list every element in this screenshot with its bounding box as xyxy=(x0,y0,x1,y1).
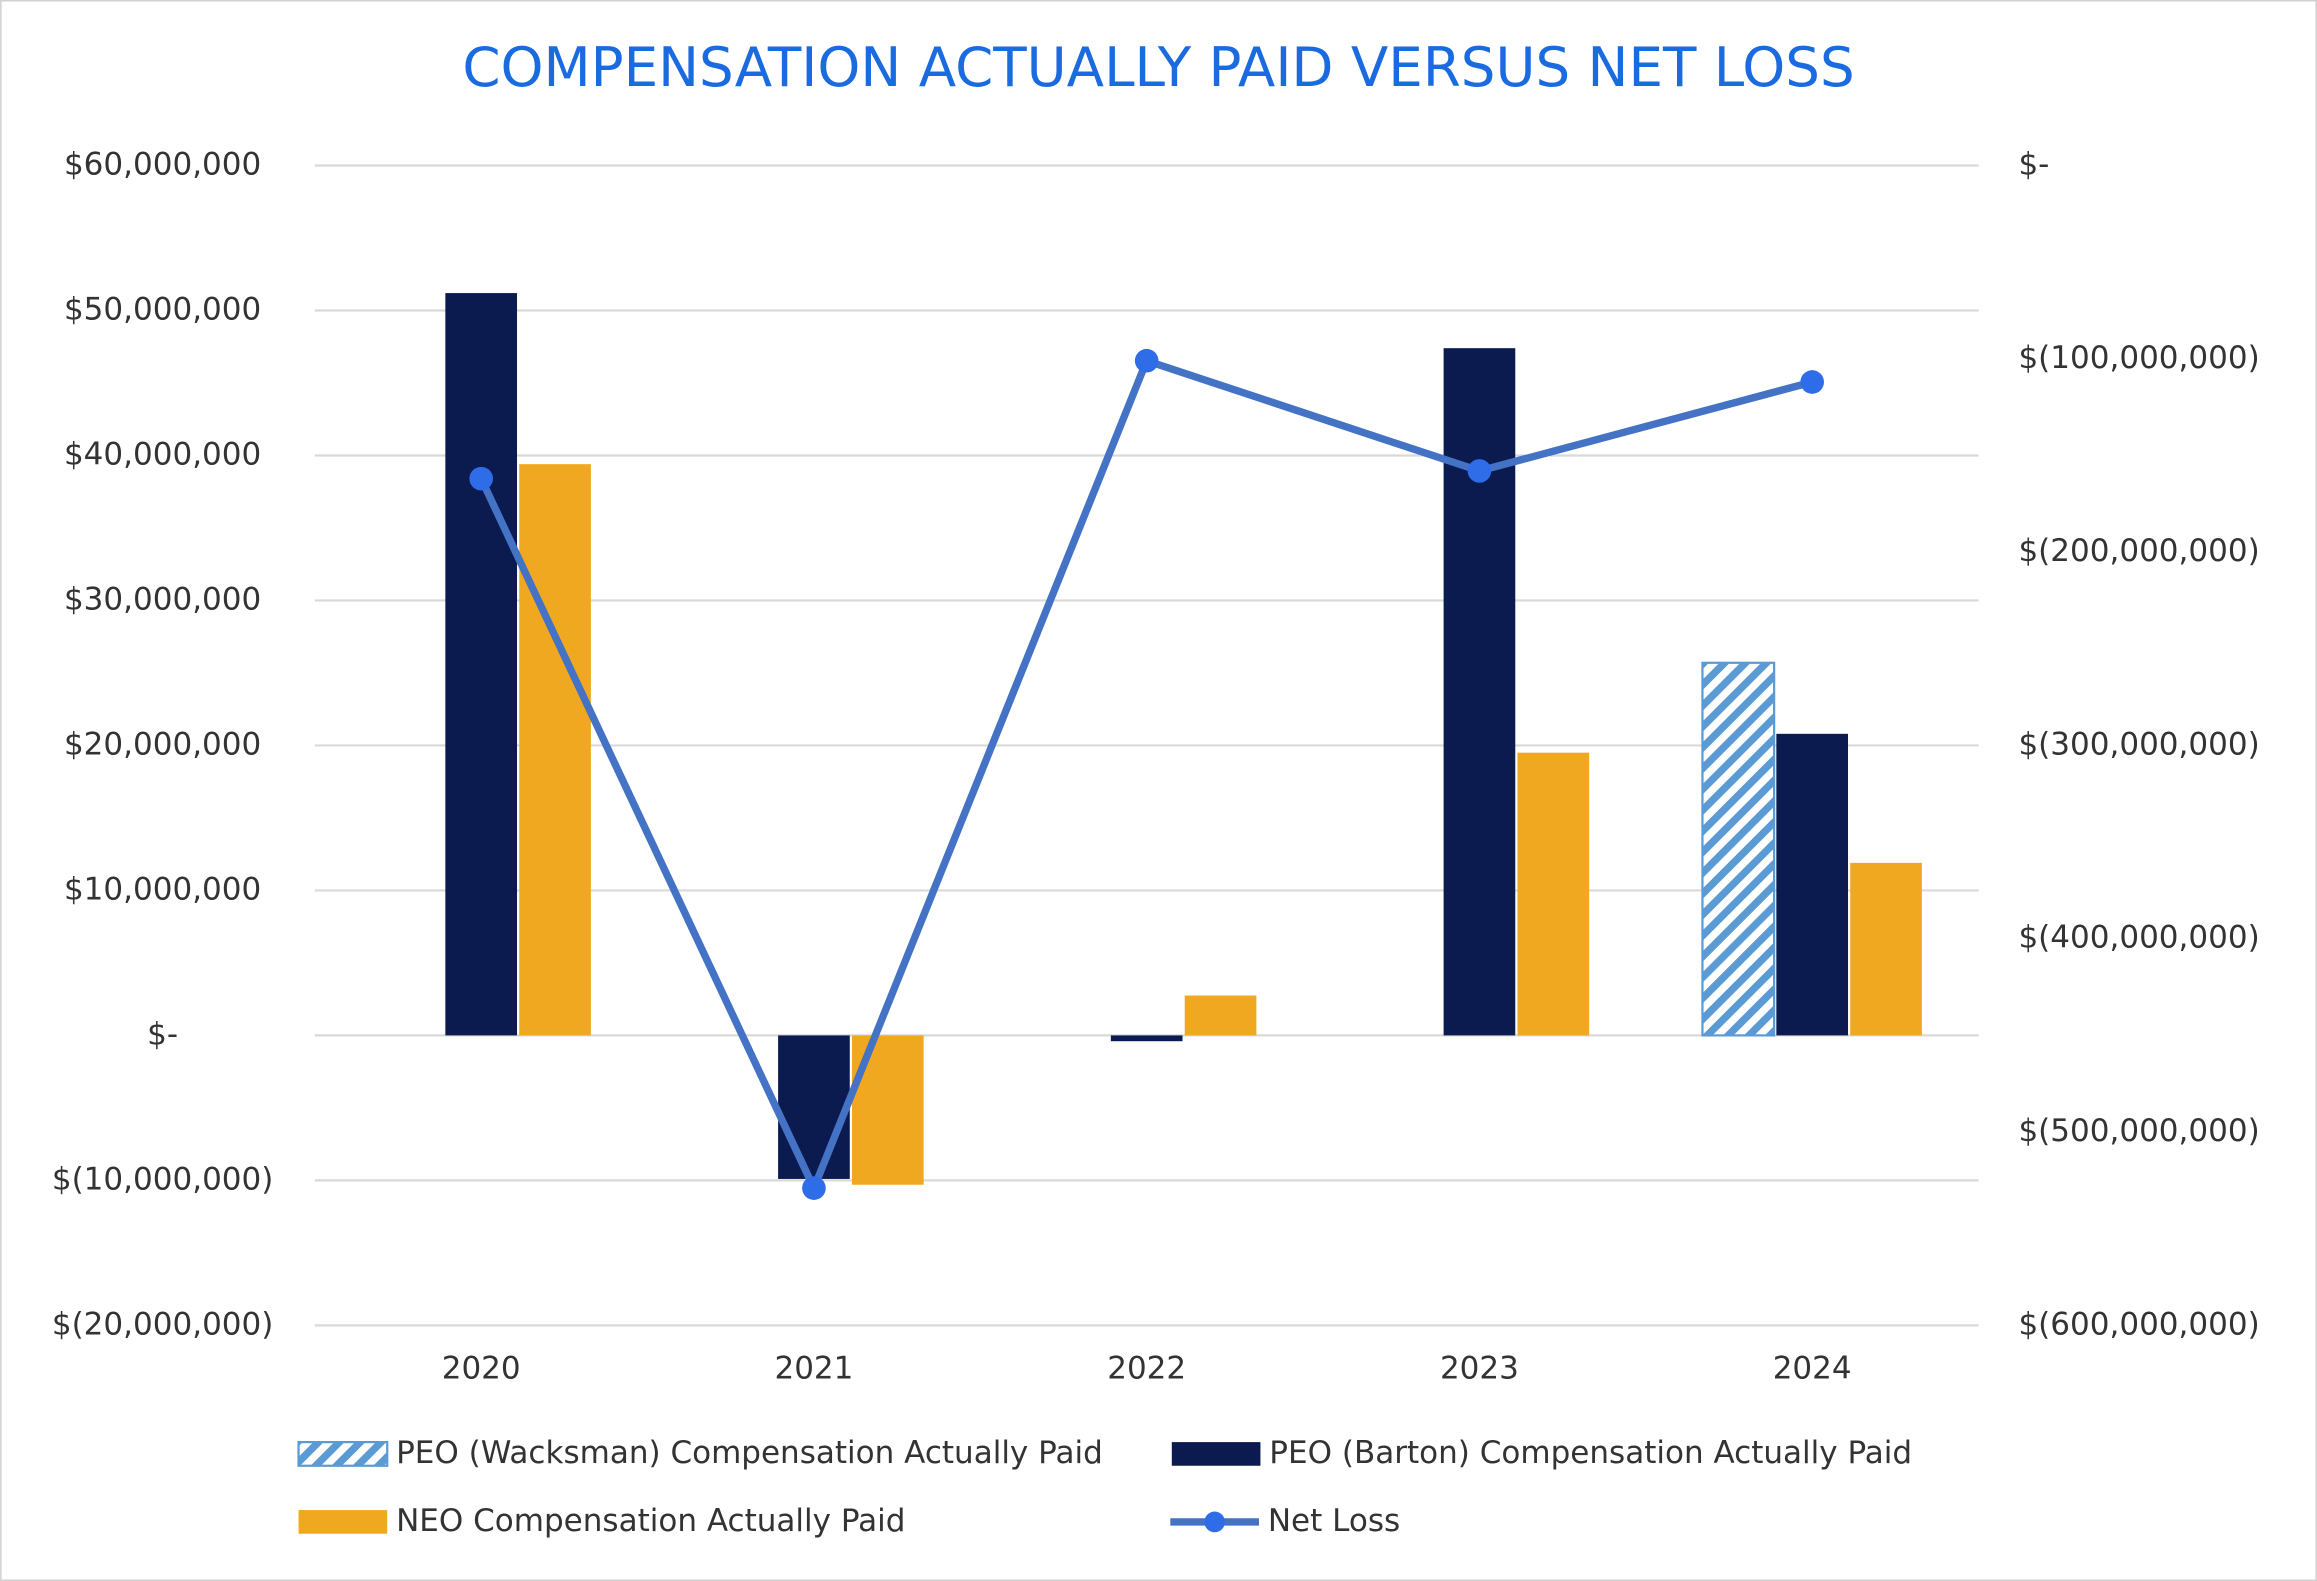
x-tick-label: 2022 xyxy=(1107,1351,1186,1387)
y-tick-label: $(10,000,000) xyxy=(52,1161,274,1197)
y-tick-label: $30,000,000 xyxy=(64,581,261,617)
y-tick-label: $- xyxy=(147,1016,178,1052)
legend-label: PEO (Barton) Compensation Actually Paid xyxy=(1269,1435,1912,1471)
y2-tick-label: $(200,000,000) xyxy=(2018,533,2259,569)
y-tick-label: $40,000,000 xyxy=(64,436,261,472)
bar xyxy=(1776,733,1849,1036)
line-marker xyxy=(1800,370,1824,394)
legend-label: NEO Compensation Actually Paid xyxy=(396,1503,905,1539)
legend-swatch xyxy=(1171,1442,1261,1466)
y2-tick-label: $(600,000,000) xyxy=(2018,1306,2259,1342)
legend-label: PEO (Wacksman) Compensation Actually Pai… xyxy=(396,1435,1103,1471)
bar xyxy=(1184,995,1257,1036)
y2-tick-label: $(100,000,000) xyxy=(2018,340,2259,376)
legend-swatch xyxy=(297,1441,389,1467)
y-tick-label: $10,000,000 xyxy=(64,871,261,907)
y-tick-label: $(20,000,000) xyxy=(52,1306,274,1342)
y-tick-label: $20,000,000 xyxy=(64,726,261,762)
legend-swatch xyxy=(298,1510,388,1534)
bar xyxy=(1701,661,1776,1037)
legend-label: Net Loss xyxy=(1268,1503,1400,1539)
line-marker xyxy=(1467,459,1492,483)
bar xyxy=(1517,752,1590,1036)
line-marker xyxy=(469,466,494,491)
x-tick-label: 2024 xyxy=(1773,1351,1852,1387)
bar xyxy=(1110,1035,1183,1042)
y-tick-label: $50,000,000 xyxy=(64,291,261,327)
bar xyxy=(445,293,518,1036)
y2-tick-label: $- xyxy=(2018,146,2049,182)
bar xyxy=(1443,348,1516,1036)
legend-marker xyxy=(1204,1511,1225,1533)
y2-tick-label: $(400,000,000) xyxy=(2018,920,2259,956)
line-marker xyxy=(802,1176,826,1200)
y2-tick-label: $(300,000,000) xyxy=(2018,726,2259,762)
bar xyxy=(519,464,591,1036)
x-tick-label: 2020 xyxy=(442,1351,521,1387)
x-tick-label: 2023 xyxy=(1440,1351,1519,1387)
chart-title: COMPENSATION ACTUALLY PAID VERSUS NET LO… xyxy=(462,35,1854,99)
x-tick-label: 2021 xyxy=(774,1351,853,1387)
bar xyxy=(1850,862,1922,1036)
y2-tick-label: $(500,000,000) xyxy=(2018,1113,2259,1149)
bar xyxy=(778,1035,850,1179)
y-tick-label: $60,000,000 xyxy=(64,146,261,182)
line-marker xyxy=(1134,348,1159,373)
